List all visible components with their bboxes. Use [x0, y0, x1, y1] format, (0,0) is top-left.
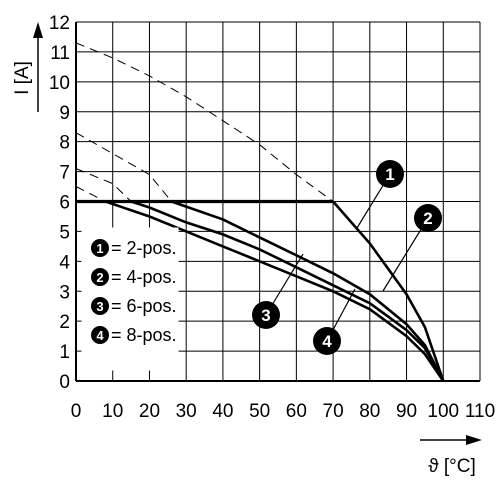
series-lines	[75, 42, 445, 382]
y-tick-label: 9	[59, 103, 70, 124]
tick-labels: 0 10 20 30 40 50 60 70 80 90 100 110012345678910111…	[49, 13, 495, 422]
x-tick-label: 30	[176, 401, 197, 422]
y-tick-label: 10	[49, 73, 70, 94]
legend-badge-1	[91, 239, 109, 257]
x-tick-label: 70	[323, 401, 344, 422]
y-tick-label: 12	[49, 13, 70, 34]
legend-number-4: 4	[96, 328, 104, 343]
callout-badge-1	[376, 160, 404, 188]
x-tick-label: 90	[396, 401, 417, 422]
callout-number-1: 1	[385, 165, 394, 184]
legend-number-1: 1	[96, 241, 103, 256]
y-axis-arrow-head	[33, 22, 43, 38]
legend-number-2: 2	[96, 270, 103, 285]
series-3-dashed-line	[75, 168, 132, 202]
callout-badge-3	[252, 301, 280, 329]
y-tick-label: 0	[59, 372, 70, 393]
legend-badge-4	[91, 326, 109, 344]
legend-label-3: = 6-pos.	[111, 296, 177, 316]
x-tick-label: 40	[212, 401, 233, 422]
series-2-line	[171, 200, 445, 382]
x-axis-label: ϑ [°C]	[428, 456, 476, 477]
y-axis-label: I [A]	[12, 61, 33, 95]
legend-badge-2	[91, 268, 109, 286]
callout-leader-2	[382, 217, 429, 292]
series-3-line	[130, 200, 445, 382]
y-tick-label: 4	[59, 252, 70, 273]
x-tick-label: 110	[465, 401, 495, 422]
series-4-line	[104, 200, 445, 382]
y-tick-label: 1	[59, 342, 70, 363]
callout-badge-2	[414, 204, 442, 232]
x-tick-label: 80	[359, 401, 380, 422]
callout-number-3: 3	[261, 306, 270, 325]
y-tick-label: 11	[50, 43, 70, 64]
legend-label-1: = 2-pos.	[111, 238, 177, 258]
y-tick-label: 8	[59, 133, 70, 154]
x-axis-arrow-head	[466, 435, 482, 445]
legend-label-4: = 8-pos.	[111, 325, 177, 345]
series-callouts: 1 2 3 4	[252, 160, 442, 355]
x-tick-label: 20	[139, 401, 160, 422]
y-tick-label: 2	[59, 312, 70, 333]
y-tick-label: 3	[59, 282, 70, 303]
x-tick-label: 10	[102, 401, 123, 422]
x-tick-label: 60	[286, 401, 307, 422]
callout-number-4: 4	[322, 332, 332, 351]
y-tick-label: 7	[59, 163, 70, 184]
series-1-dashed-line	[75, 42, 334, 202]
legend-label-2: = 4-pos.	[111, 267, 177, 287]
callout-badge-4	[313, 327, 341, 355]
legend-number-3: 3	[96, 299, 103, 314]
x-tick-label: 50	[249, 401, 270, 422]
legend: 1 = 2-pos. 2 = 4-pos. 3 = 6-pos. 4 = 8-pos.	[81, 227, 179, 371]
callout-number-2: 2	[423, 209, 432, 228]
x-tick-label: 100	[427, 401, 459, 422]
y-tick-label: 6	[59, 193, 70, 214]
legend-badge-3	[91, 297, 109, 315]
x-tick-label: 0	[71, 401, 82, 422]
y-tick-label: 5	[59, 222, 70, 243]
series-4-dashed-line	[75, 186, 106, 202]
series-2-dashed-line	[75, 132, 172, 202]
series-1-line	[332, 200, 445, 382]
